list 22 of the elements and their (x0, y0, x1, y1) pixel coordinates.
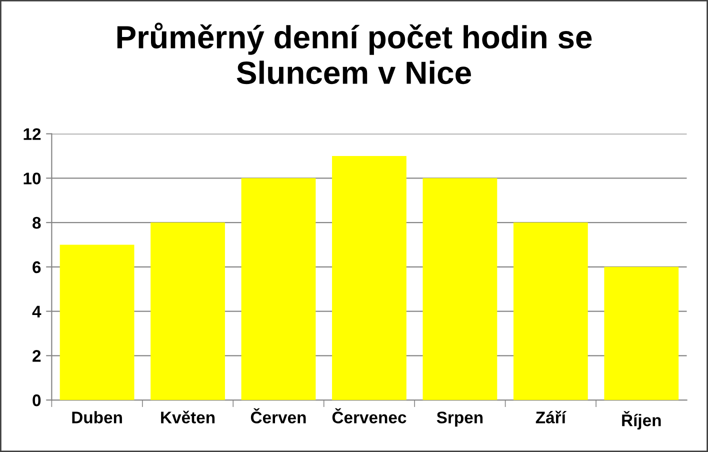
y-tick-label: 4 (32, 306, 42, 318)
x-tick-label: Říjen (622, 411, 661, 430)
bar (60, 244, 134, 400)
y-tick-label: 6 (32, 261, 41, 274)
x-tick-label: Září (536, 410, 566, 424)
bar (422, 178, 498, 400)
bar (241, 178, 316, 400)
y-tick-label: 12 (24, 128, 41, 140)
chart-title: Průměrný denní počet hodin se Sluncem v Nice (117, 22, 592, 84)
bar (513, 222, 588, 400)
x-tick-label: Červen (250, 408, 306, 424)
bar (604, 266, 679, 400)
x-tick-label: Květen (161, 410, 215, 424)
y-tick-label: 2 (32, 350, 41, 362)
y-tick-label: 8 (32, 216, 41, 229)
x-tick-label: Duben (72, 411, 122, 424)
x-tick-label: Červenec (332, 408, 406, 424)
y-tick-label: 0 (32, 394, 41, 406)
bar (332, 156, 406, 400)
y-tick-label: 10 (24, 172, 41, 184)
x-tick-label: Srpen (436, 412, 483, 427)
bar (150, 222, 225, 400)
